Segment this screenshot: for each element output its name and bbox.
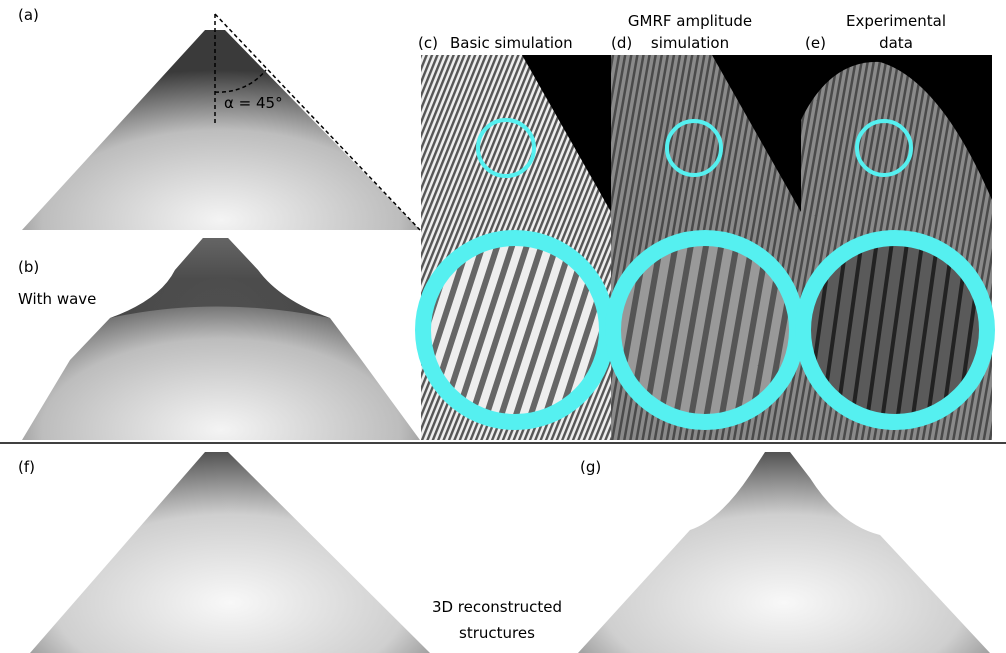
panel-caption: With wave: [18, 290, 96, 308]
panel-caption: Experimental: [846, 12, 946, 30]
reconstruction: [30, 452, 430, 653]
cone: [22, 30, 420, 230]
reconstruction: [578, 452, 990, 653]
panel-caption: Basic simulation: [450, 34, 573, 52]
center-caption: 3D reconstructed: [432, 598, 562, 616]
panel-label: (e): [805, 34, 826, 52]
angle-annotation: α = 45°: [224, 94, 283, 112]
panel-label: (b): [18, 258, 39, 276]
panel-caption: data: [879, 34, 913, 52]
center-caption: structures: [459, 624, 535, 642]
panel-label: (d): [611, 34, 632, 52]
panel-label: (a): [18, 6, 39, 24]
panel-label: (c): [418, 34, 438, 52]
panel-label: (g): [580, 458, 601, 476]
wave-band: [110, 238, 330, 318]
panel-caption: simulation: [651, 34, 729, 52]
panel-label: (f): [18, 458, 35, 476]
panel-caption: GMRF amplitude: [628, 12, 752, 30]
figure: (a) α = 45° (b) With wave (c) Basic simu…: [0, 0, 1006, 653]
